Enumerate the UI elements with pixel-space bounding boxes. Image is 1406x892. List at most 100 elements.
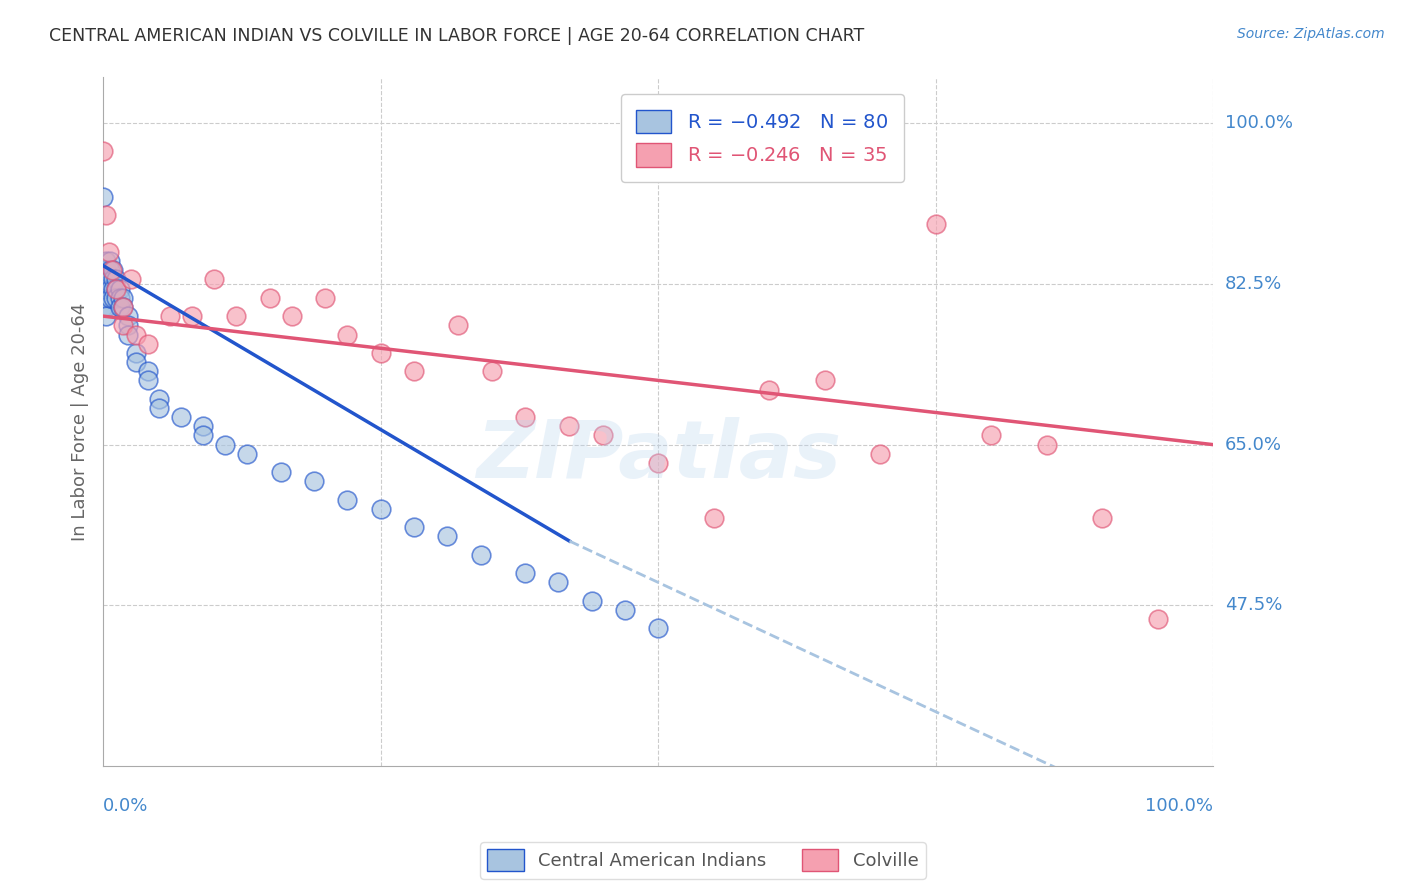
- Point: [125, 346, 148, 360]
- Point: [814, 373, 837, 387]
- Point: [91, 282, 114, 296]
- Point: [1091, 511, 1114, 525]
- Point: [125, 327, 148, 342]
- Point: [581, 593, 603, 607]
- Point: [481, 364, 503, 378]
- Point: [96, 309, 118, 323]
- Point: [758, 383, 780, 397]
- Point: [96, 300, 118, 314]
- Point: [120, 272, 142, 286]
- Point: [98, 282, 121, 296]
- Point: [1036, 438, 1059, 452]
- Point: [117, 309, 139, 323]
- Point: [447, 318, 470, 333]
- Point: [91, 300, 114, 314]
- Point: [108, 300, 131, 314]
- Text: 100.0%: 100.0%: [1225, 114, 1292, 132]
- Point: [202, 272, 225, 286]
- Point: [614, 603, 637, 617]
- Point: [336, 492, 359, 507]
- Legend: Central American Indians, Colville: Central American Indians, Colville: [481, 842, 925, 879]
- Point: [869, 447, 891, 461]
- Point: [302, 475, 325, 489]
- Point: [91, 263, 114, 277]
- Point: [148, 392, 170, 406]
- Text: 0.0%: 0.0%: [103, 797, 149, 814]
- Point: [101, 272, 124, 286]
- Point: [281, 309, 304, 323]
- Point: [98, 254, 121, 268]
- Point: [96, 254, 118, 268]
- Point: [117, 318, 139, 333]
- Point: [98, 272, 121, 286]
- Point: [96, 282, 118, 296]
- Point: [108, 291, 131, 305]
- Point: [513, 566, 536, 581]
- Point: [470, 548, 492, 562]
- Point: [91, 190, 114, 204]
- Text: 100.0%: 100.0%: [1146, 797, 1213, 814]
- Point: [105, 282, 128, 296]
- Point: [136, 364, 159, 378]
- Point: [592, 428, 614, 442]
- Point: [105, 291, 128, 305]
- Point: [101, 263, 124, 277]
- Point: [270, 465, 292, 479]
- Point: [513, 410, 536, 425]
- Point: [225, 309, 247, 323]
- Point: [112, 300, 135, 314]
- Point: [98, 291, 121, 305]
- Point: [112, 300, 135, 314]
- Point: [370, 346, 392, 360]
- Point: [1147, 612, 1170, 626]
- Point: [108, 282, 131, 296]
- Text: 47.5%: 47.5%: [1225, 597, 1282, 615]
- Point: [91, 291, 114, 305]
- Point: [647, 456, 669, 470]
- Point: [191, 419, 214, 434]
- Text: ZIPatlas: ZIPatlas: [475, 417, 841, 495]
- Point: [105, 272, 128, 286]
- Point: [925, 217, 948, 231]
- Point: [980, 428, 1002, 442]
- Text: 65.0%: 65.0%: [1225, 435, 1282, 454]
- Point: [112, 318, 135, 333]
- Point: [96, 208, 118, 222]
- Text: CENTRAL AMERICAN INDIAN VS COLVILLE IN LABOR FORCE | AGE 20-64 CORRELATION CHART: CENTRAL AMERICAN INDIAN VS COLVILLE IN L…: [49, 27, 865, 45]
- Point: [91, 282, 114, 296]
- Point: [703, 511, 725, 525]
- Y-axis label: In Labor Force | Age 20-64: In Labor Force | Age 20-64: [72, 302, 89, 541]
- Point: [214, 438, 236, 452]
- Point: [91, 263, 114, 277]
- Point: [105, 282, 128, 296]
- Point: [191, 428, 214, 442]
- Point: [91, 272, 114, 286]
- Point: [547, 575, 569, 590]
- Legend: R = $-$0.492   N = 80, R = $-$0.246   N = 35: R = $-$0.492 N = 80, R = $-$0.246 N = 35: [621, 94, 904, 182]
- Point: [402, 364, 425, 378]
- Point: [159, 309, 181, 323]
- Text: Source: ZipAtlas.com: Source: ZipAtlas.com: [1237, 27, 1385, 41]
- Point: [136, 336, 159, 351]
- Point: [558, 419, 581, 434]
- Point: [96, 291, 118, 305]
- Point: [91, 144, 114, 158]
- Point: [96, 272, 118, 286]
- Point: [336, 327, 359, 342]
- Point: [236, 447, 259, 461]
- Point: [125, 355, 148, 369]
- Point: [148, 401, 170, 415]
- Point: [101, 291, 124, 305]
- Point: [370, 502, 392, 516]
- Point: [91, 291, 114, 305]
- Point: [170, 410, 193, 425]
- Point: [112, 291, 135, 305]
- Point: [314, 291, 336, 305]
- Point: [117, 327, 139, 342]
- Point: [647, 621, 669, 635]
- Point: [91, 272, 114, 286]
- Point: [96, 263, 118, 277]
- Point: [101, 263, 124, 277]
- Text: 82.5%: 82.5%: [1225, 275, 1282, 293]
- Point: [98, 263, 121, 277]
